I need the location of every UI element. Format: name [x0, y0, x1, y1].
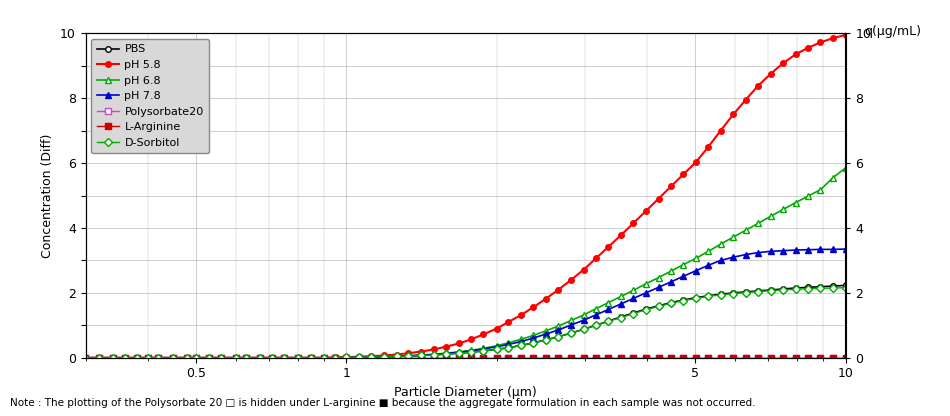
Polysorbate20	[142, 355, 154, 360]
pH 5.8	[278, 355, 290, 360]
PBS	[80, 355, 91, 360]
X-axis label: Particle Diameter (μm): Particle Diameter (μm)	[394, 386, 537, 399]
L-Arginine	[278, 355, 290, 360]
Line: pH 5.8: pH 5.8	[83, 32, 848, 361]
Polysorbate20	[840, 355, 851, 360]
pH 7.8	[840, 247, 851, 252]
Y-axis label: Concentration (Diff): Concentration (Diff)	[42, 134, 54, 258]
L-Arginine	[541, 355, 552, 360]
pH 7.8	[541, 332, 552, 337]
pH 7.8	[827, 247, 839, 252]
PBS	[230, 355, 241, 360]
pH 5.8	[142, 355, 154, 360]
pH 6.8	[278, 355, 290, 360]
pH 6.8	[541, 328, 552, 333]
Line: L-Arginine: L-Arginine	[83, 355, 848, 361]
pH 5.8	[80, 355, 91, 360]
pH 7.8	[142, 355, 154, 360]
L-Arginine	[740, 355, 751, 360]
PBS	[840, 283, 851, 288]
L-Arginine	[80, 355, 91, 360]
Polysorbate20	[827, 355, 839, 360]
pH 7.8	[278, 355, 290, 360]
L-Arginine	[827, 355, 839, 360]
PBS	[827, 284, 839, 289]
D-Sorbitol	[278, 355, 290, 360]
D-Sorbitol	[80, 355, 91, 360]
D-Sorbitol	[142, 355, 154, 360]
pH 7.8	[230, 355, 241, 360]
PBS	[740, 290, 751, 295]
pH 6.8	[80, 355, 91, 360]
Text: q(μg/mL): q(μg/mL)	[864, 25, 922, 38]
L-Arginine	[840, 355, 851, 360]
Polysorbate20	[278, 355, 290, 360]
Line: pH 7.8: pH 7.8	[82, 245, 849, 361]
D-Sorbitol	[541, 337, 552, 342]
Polysorbate20	[230, 355, 241, 360]
pH 5.8	[541, 296, 552, 301]
D-Sorbitol	[230, 355, 241, 360]
pH 5.8	[827, 36, 839, 41]
Line: PBS: PBS	[83, 282, 848, 361]
pH 6.8	[827, 175, 839, 180]
Line: Polysorbate20: Polysorbate20	[83, 355, 848, 361]
L-Arginine	[230, 355, 241, 360]
PBS	[142, 355, 154, 360]
pH 7.8	[740, 252, 751, 257]
pH 5.8	[230, 355, 241, 360]
Polysorbate20	[740, 355, 751, 360]
D-Sorbitol	[827, 285, 839, 290]
pH 6.8	[142, 355, 154, 360]
Legend: PBS, pH 5.8, pH 6.8, pH 7.8, Polysorbate20, L-Arginine, D-Sorbitol: PBS, pH 5.8, pH 6.8, pH 7.8, Polysorbate…	[91, 39, 209, 153]
D-Sorbitol	[740, 290, 751, 295]
Polysorbate20	[80, 355, 91, 360]
pH 6.8	[840, 166, 851, 171]
PBS	[541, 337, 552, 342]
Line: D-Sorbitol: D-Sorbitol	[83, 285, 848, 361]
pH 7.8	[80, 355, 91, 360]
pH 5.8	[740, 97, 751, 102]
PBS	[278, 355, 290, 360]
pH 5.8	[840, 32, 851, 37]
pH 6.8	[230, 355, 241, 360]
Polysorbate20	[541, 355, 552, 360]
D-Sorbitol	[840, 285, 851, 290]
L-Arginine	[142, 355, 154, 360]
Line: pH 6.8: pH 6.8	[82, 164, 849, 361]
pH 6.8	[740, 228, 751, 233]
Text: Note : The plotting of the Polysorbate 20 □ is hidden under L-arginine ■ because: Note : The plotting of the Polysorbate 2…	[10, 398, 755, 408]
